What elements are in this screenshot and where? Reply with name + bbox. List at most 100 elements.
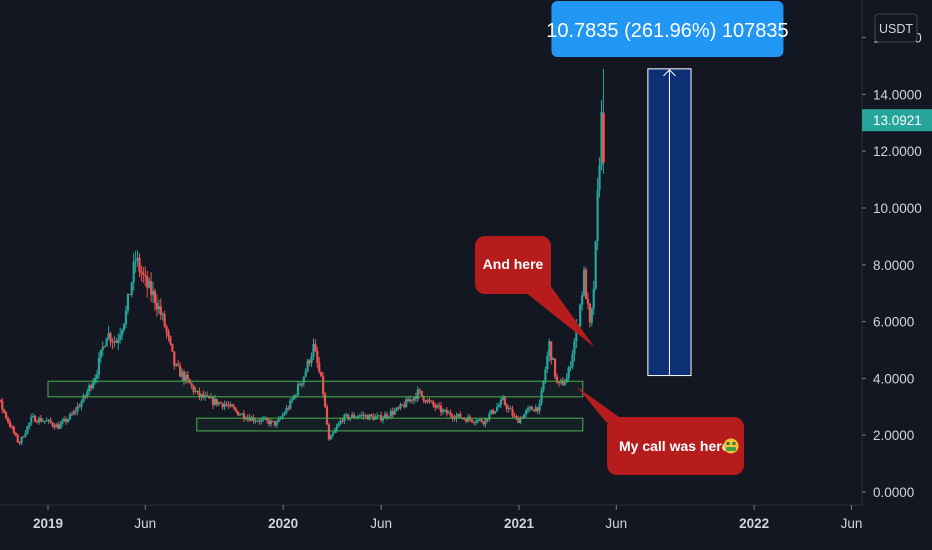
candle-body [523, 414, 526, 419]
candle-body [217, 402, 220, 405]
candle-body [420, 390, 423, 396]
candle-body [492, 409, 495, 414]
candle-body [513, 415, 516, 417]
candle-body [486, 418, 489, 420]
callout-and-here-bg [475, 236, 551, 294]
candle-body [233, 406, 236, 409]
x-tick-label: 2019 [33, 516, 63, 531]
candle-body [177, 364, 180, 366]
candle-body [244, 418, 247, 420]
candle-body [151, 290, 155, 296]
plot-area[interactable] [0, 68, 605, 446]
candle-body [196, 390, 199, 392]
candle-body [345, 414, 348, 416]
candle-body [546, 355, 549, 370]
candle-body [314, 343, 317, 352]
candle-body [3, 409, 6, 413]
candle-body [219, 402, 222, 404]
candle-body [370, 414, 373, 416]
y-tick-label: 2.0000 [873, 428, 914, 443]
candle-body [283, 413, 286, 416]
candle-body [109, 333, 112, 342]
y-tick-label: 0.0000 [873, 485, 914, 500]
candle-body [447, 412, 450, 414]
candle-body [264, 418, 267, 420]
candle-body [57, 424, 60, 429]
candle-body [16, 434, 19, 443]
candle-body [72, 411, 75, 415]
candle-body [484, 418, 487, 425]
candle-body [153, 290, 157, 303]
candle-body [161, 314, 164, 316]
zone-upper[interactable] [47, 380, 584, 398]
candle-body [519, 417, 522, 423]
candle-body [584, 269, 588, 299]
candle-body [169, 336, 172, 344]
candle-body [536, 407, 539, 412]
candle-body [99, 349, 102, 359]
y-tick-label: 10.0000 [873, 201, 922, 216]
candle-body [383, 414, 387, 418]
candle-body [200, 394, 203, 397]
candle-body [262, 418, 265, 420]
currency-unit-button[interactable] [874, 13, 918, 43]
candle-body [115, 340, 118, 343]
candle-body [190, 383, 193, 386]
candle-body [113, 340, 116, 342]
candle-body [32, 415, 35, 417]
candle-body [325, 406, 329, 425]
zone-lower[interactable] [196, 417, 584, 432]
candle-body [260, 419, 263, 422]
candle-body [10, 426, 14, 428]
candle-body [403, 405, 406, 408]
candle-body [478, 419, 481, 421]
candle-body [569, 366, 572, 368]
candle-body [553, 358, 557, 377]
candle-body [482, 421, 485, 425]
candle-body [416, 389, 419, 399]
candle-body [178, 365, 182, 377]
candle-body [186, 374, 189, 380]
candle-body [308, 360, 311, 363]
candle-body [432, 401, 435, 406]
candle-body [68, 414, 72, 420]
candle-body [316, 351, 319, 363]
candle-body [206, 395, 209, 397]
candle-body [223, 404, 226, 408]
candle-body [480, 419, 483, 422]
candle-body [451, 415, 454, 419]
candle-body [385, 414, 389, 418]
candle-body [202, 394, 205, 398]
candle-body [296, 384, 300, 396]
candle-body [119, 335, 122, 340]
candle-body [225, 404, 228, 406]
candle-body [318, 362, 321, 372]
candle-body [130, 282, 133, 295]
candle-body [335, 426, 338, 431]
candle-body [395, 407, 398, 411]
candle-body [171, 343, 174, 352]
candle-body [459, 413, 462, 419]
candle-body [509, 408, 512, 410]
candle-body [573, 341, 576, 355]
y-tick-label: 4.0000 [873, 371, 914, 386]
candle-body [132, 261, 135, 283]
candle-body [323, 394, 327, 407]
candle-body [128, 294, 131, 296]
candle-body [76, 406, 79, 412]
candle-body [163, 314, 166, 327]
candle-body [227, 405, 230, 407]
candle-body [182, 371, 186, 381]
candle-body [242, 413, 245, 419]
y-axis[interactable]: 0.0000 2.0000 4.0000 6.0000 8.0000 10.0000 12.… [861, 0, 932, 505]
candle-body [443, 409, 447, 411]
candle-body [254, 420, 257, 422]
candle-body [422, 395, 425, 401]
candle-body [304, 370, 307, 377]
candle-body [66, 419, 70, 422]
candle-body [362, 414, 365, 417]
candle-body [302, 376, 305, 384]
